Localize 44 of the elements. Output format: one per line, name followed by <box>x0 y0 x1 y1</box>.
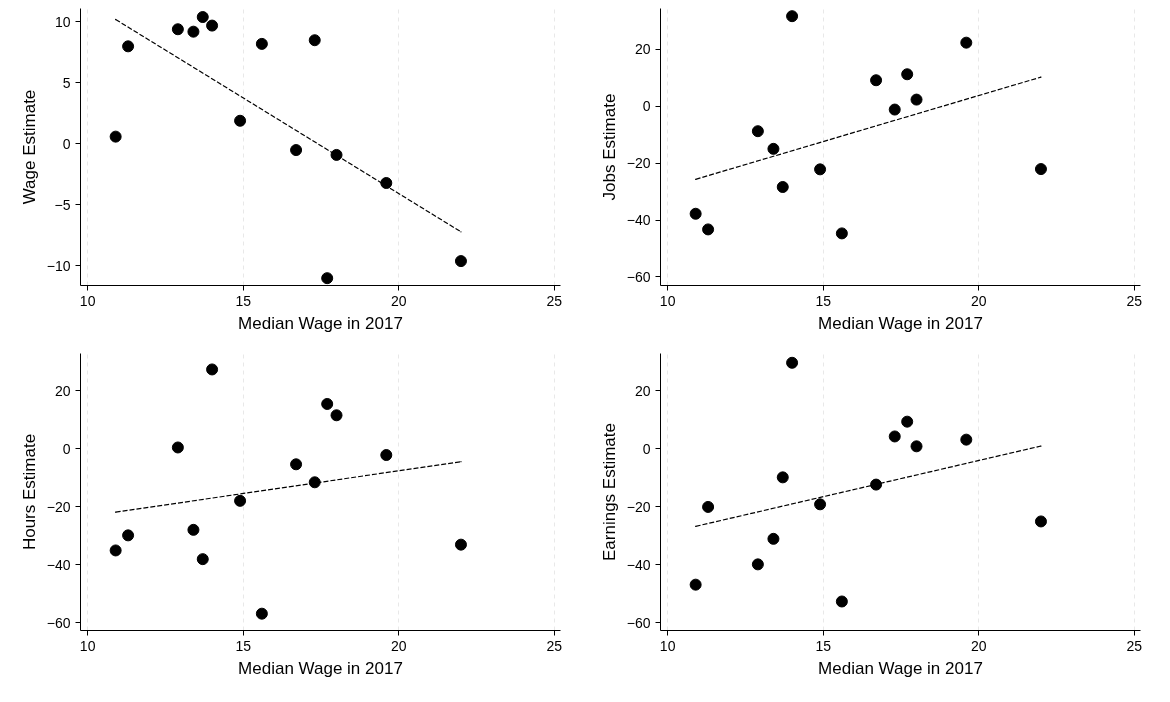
x-tick-label: 20 <box>970 637 987 654</box>
x-tick-label: 15 <box>235 637 252 654</box>
y-tick-label: −60 <box>46 614 71 631</box>
x-tick-label: 25 <box>1126 637 1143 654</box>
y-tick-label: 20 <box>54 382 71 399</box>
x-axis-title: Median Wage in 2017 <box>818 658 983 678</box>
y-tick-label: 0 <box>642 98 651 115</box>
y-tick-label: −60 <box>626 614 651 631</box>
x-tick-label: 15 <box>815 292 832 309</box>
x-tick-label: 20 <box>390 292 407 309</box>
y-tick-label: 0 <box>62 440 71 457</box>
x-tick-label: 20 <box>390 637 407 654</box>
y-axis-title: Jobs Estimate <box>599 93 619 201</box>
x-tick-label: 10 <box>659 637 676 654</box>
y-tick-label: −60 <box>626 268 651 285</box>
y-tick-label: −20 <box>46 498 71 515</box>
y-tick-label: −5 <box>54 196 71 213</box>
y-tick-label: −40 <box>626 556 651 573</box>
x-tick-label: 10 <box>79 292 96 309</box>
y-tick-label: 10 <box>54 13 71 30</box>
x-tick-label: 15 <box>235 292 252 309</box>
y-tick-label: −20 <box>626 155 651 172</box>
x-tick-label: 25 <box>546 637 563 654</box>
x-tick-label: 25 <box>1126 292 1143 309</box>
x-axis-title: Median Wage in 2017 <box>238 313 403 333</box>
x-axis-title: Median Wage in 2017 <box>818 313 983 333</box>
x-tick-label: 10 <box>79 637 96 654</box>
y-tick-label: −40 <box>626 212 651 229</box>
y-axis-title: Hours Estimate <box>19 433 39 551</box>
y-tick-label: −40 <box>46 556 71 573</box>
x-tick-label: 10 <box>659 292 676 309</box>
y-tick-label: −10 <box>46 257 71 274</box>
x-axis-title: Median Wage in 2017 <box>238 658 403 678</box>
y-axis-title: Earnings Estimate <box>599 423 619 561</box>
y-tick-label: 20 <box>634 382 651 399</box>
y-tick-label: 20 <box>634 41 651 58</box>
y-tick-label: 5 <box>62 74 71 91</box>
x-tick-label: 20 <box>970 292 987 309</box>
x-tick-label: 15 <box>815 637 832 654</box>
y-tick-label: 0 <box>62 135 71 152</box>
y-tick-label: 0 <box>642 440 651 457</box>
y-tick-label: −20 <box>626 498 651 515</box>
y-axis-title: Wage Estimate <box>19 89 39 205</box>
x-tick-label: 25 <box>546 292 563 309</box>
